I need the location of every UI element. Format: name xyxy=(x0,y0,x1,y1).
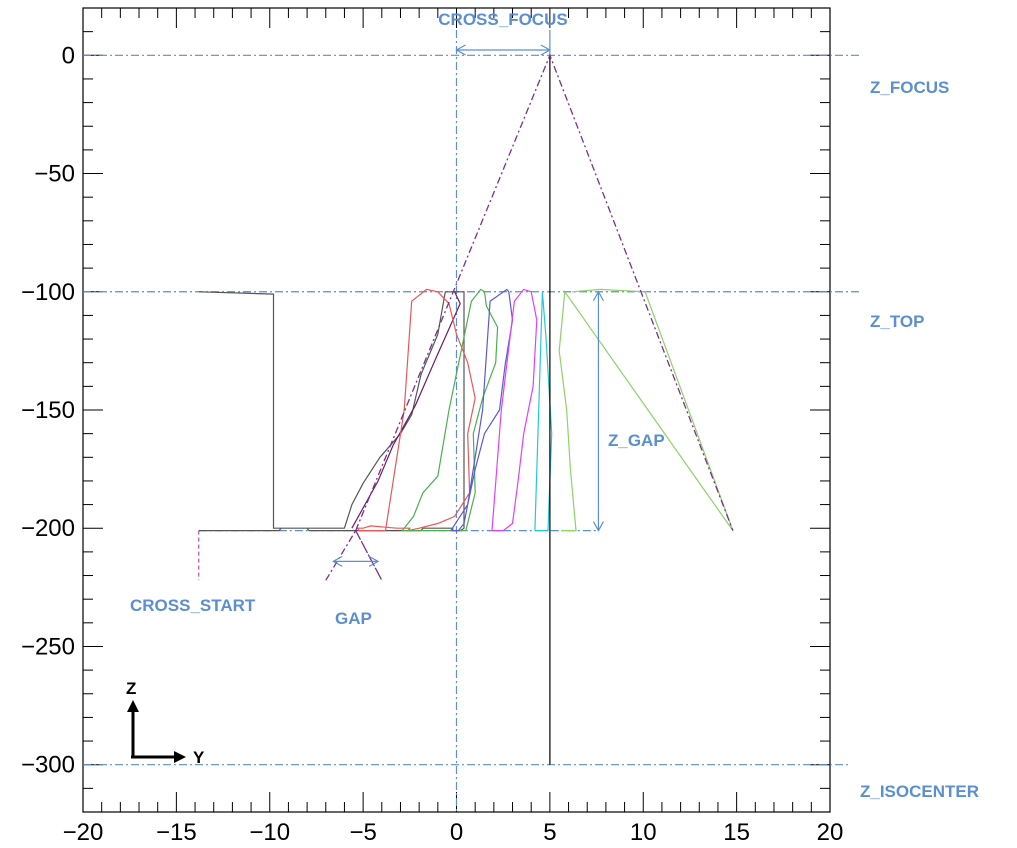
y-tick-label: −300 xyxy=(21,752,75,779)
x-tick-label: 20 xyxy=(817,819,844,846)
cross-focus-arrow-head-right xyxy=(540,44,552,56)
x-tick-label: −20 xyxy=(63,819,104,846)
data-series xyxy=(198,53,734,765)
series-line-3 xyxy=(356,288,476,532)
series-line-2 xyxy=(351,291,461,529)
x-tick-label: −15 xyxy=(156,819,197,846)
axis-indicator: Z Y xyxy=(126,679,205,767)
x-tick-label: 10 xyxy=(630,819,657,846)
y-tick-label: −50 xyxy=(34,161,75,188)
gap-arrow-head-right xyxy=(368,555,380,567)
cross-focus-label: CROSS_FOCUS xyxy=(438,10,567,29)
y-tick-label: −150 xyxy=(21,397,75,424)
gap-arrow-head-left xyxy=(332,555,343,567)
z-gap-label: Z_GAP xyxy=(608,431,665,450)
series-line-6 xyxy=(491,288,538,532)
reference-lines xyxy=(83,30,860,812)
series-line-5 xyxy=(450,288,514,532)
x-tick-label: 0 xyxy=(450,819,463,846)
y-tick-label: 0 xyxy=(62,42,75,69)
x-tick-label: 15 xyxy=(723,819,750,846)
series-line-8 xyxy=(558,288,734,532)
z-focus-label: Z_FOCUS xyxy=(870,78,949,97)
x-tick-label: 5 xyxy=(543,819,556,846)
dimension-arrows xyxy=(332,44,604,567)
series-line-11 xyxy=(325,529,383,581)
cross-start-label: CROSS_START xyxy=(130,596,256,615)
x-tick-label: −10 xyxy=(249,819,290,846)
z-isocenter-label: Z_ISOCENTER xyxy=(860,782,979,801)
y-tick-label: −200 xyxy=(21,515,75,542)
gap-label: GAP xyxy=(335,609,372,628)
z-top-label: Z_TOP xyxy=(870,312,924,331)
y-tick-label: −250 xyxy=(21,633,75,660)
series-line-1 xyxy=(198,291,465,532)
z-gap-arrow-head-bottom xyxy=(592,521,604,532)
axis-ticks xyxy=(82,8,831,812)
series-line-7 xyxy=(534,291,553,532)
y-tick-label: −100 xyxy=(21,279,75,306)
series-line-10 xyxy=(355,53,734,531)
cross-focus-arrow-head-left xyxy=(455,44,466,56)
axis-tick-labels: −20 −15 −10 −5 0 5 10 15 200−50−100−150−200−250−… xyxy=(21,42,843,846)
x-tick-label: −5 xyxy=(349,819,376,846)
axis-indicator-y-label: Y xyxy=(193,748,205,767)
axis-indicator-z-label: Z xyxy=(126,679,136,698)
z-gap-arrow-head-top xyxy=(592,290,604,302)
axis-indicator-y-arrowhead xyxy=(174,751,186,763)
axis-indicator-z-arrowhead xyxy=(127,700,139,712)
